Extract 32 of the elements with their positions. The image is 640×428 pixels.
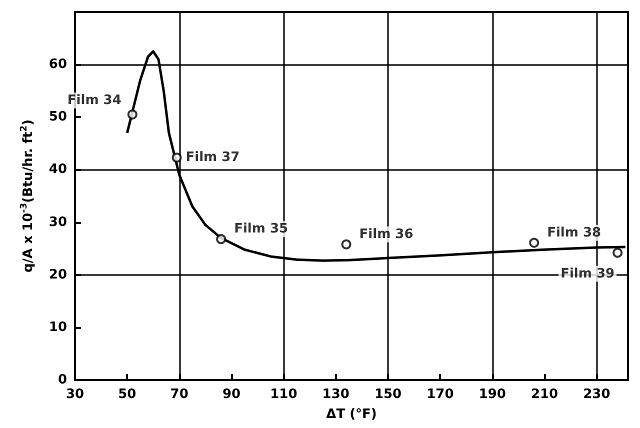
annotation: Film 36 (359, 226, 414, 242)
x-tick-label: 70 (170, 387, 188, 402)
x-tick-label: 50 (118, 387, 136, 402)
y-axis-title: q/A x 10-3(Btu/hr. ft2) (20, 119, 36, 273)
point (172, 152, 182, 163)
point (612, 248, 623, 258)
x-tick-label: 170 (426, 387, 454, 402)
annotation: Film 38 (547, 225, 602, 240)
x-tick-label: 110 (270, 387, 298, 402)
y-tick-label: 0 (58, 372, 67, 388)
x-tick-label: 150 (374, 387, 402, 402)
annotation: Film 35 (234, 222, 288, 237)
y-tick-label: 50 (48, 110, 67, 125)
x-tick-label: 90 (222, 387, 241, 402)
y-tick-label: 30 (48, 214, 67, 230)
annotation: Film 34 (67, 93, 122, 108)
x-axis-title: ΔT (°F) (326, 407, 377, 422)
y-tick-label: 40 (48, 162, 67, 178)
x-tick-label: 130 (322, 387, 350, 402)
point (127, 110, 138, 120)
y-tick-label: 10 (48, 320, 67, 335)
x-tick-label: 190 (478, 387, 506, 402)
x-tick-label: 230 (583, 387, 610, 402)
point (216, 234, 226, 244)
annotation: Film 37 (186, 150, 240, 166)
point (341, 239, 352, 250)
x-tick-label: 210 (530, 387, 558, 402)
y-tick-label: 60 (48, 57, 67, 72)
x-tick-label: 30 (66, 387, 84, 402)
y-tick-label: 20 (48, 267, 67, 282)
annotation: Film 39 (560, 266, 615, 282)
point (529, 238, 540, 248)
